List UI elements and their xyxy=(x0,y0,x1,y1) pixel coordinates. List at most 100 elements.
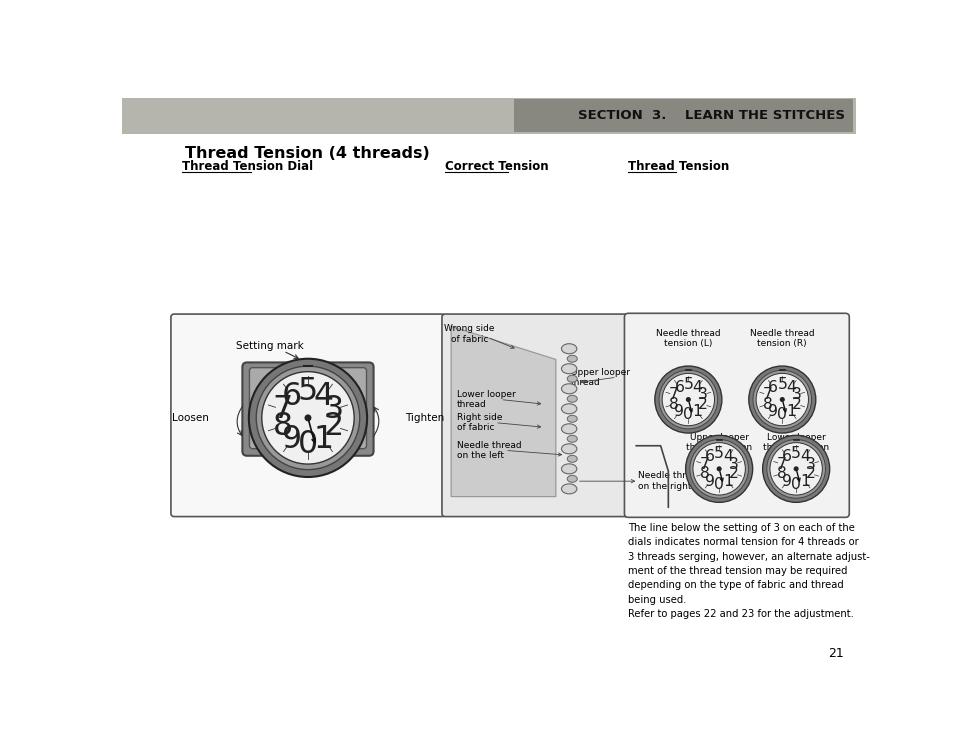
Ellipse shape xyxy=(567,416,577,422)
Text: Loosen: Loosen xyxy=(172,413,209,423)
Text: 2: 2 xyxy=(728,466,738,481)
Text: 3: 3 xyxy=(323,394,343,425)
Text: 5: 5 xyxy=(790,446,801,461)
Text: 3: 3 xyxy=(791,387,801,402)
Circle shape xyxy=(761,435,829,502)
Ellipse shape xyxy=(567,356,577,362)
Text: 7: 7 xyxy=(699,457,709,472)
Circle shape xyxy=(305,415,311,421)
Text: 0: 0 xyxy=(682,407,693,422)
Polygon shape xyxy=(451,326,556,496)
Text: 9: 9 xyxy=(282,424,302,455)
Ellipse shape xyxy=(561,444,577,454)
Bar xyxy=(122,98,856,134)
Text: 4: 4 xyxy=(692,380,701,394)
Text: Tighten: Tighten xyxy=(405,413,444,423)
Text: 0: 0 xyxy=(790,476,801,491)
Text: 7: 7 xyxy=(668,387,679,402)
Text: 8: 8 xyxy=(776,466,786,481)
Circle shape xyxy=(686,398,689,401)
Circle shape xyxy=(685,435,752,502)
Text: The line below the setting of 3 on each of the
dials indicates normal tension fo: The line below the setting of 3 on each … xyxy=(628,523,869,620)
Text: Upper looper
thread: Upper looper thread xyxy=(570,368,629,387)
Text: 7: 7 xyxy=(776,457,786,472)
FancyBboxPatch shape xyxy=(242,362,374,456)
Circle shape xyxy=(717,467,720,471)
Text: 0: 0 xyxy=(777,407,786,422)
Text: Wrong side
of fabric: Wrong side of fabric xyxy=(444,325,495,344)
Text: 1: 1 xyxy=(800,473,809,488)
Text: Lower looper
thread tension: Lower looper thread tension xyxy=(762,433,828,452)
Circle shape xyxy=(769,442,821,495)
Text: 6: 6 xyxy=(767,380,778,394)
Ellipse shape xyxy=(561,464,577,474)
Text: 2: 2 xyxy=(323,411,343,442)
Text: 0: 0 xyxy=(297,429,317,460)
Text: 2: 2 xyxy=(804,466,815,481)
Text: 6: 6 xyxy=(674,380,683,394)
Text: 4: 4 xyxy=(314,381,334,412)
FancyBboxPatch shape xyxy=(441,314,639,517)
Bar xyxy=(514,99,852,132)
Ellipse shape xyxy=(567,435,577,442)
Text: 21: 21 xyxy=(827,647,843,660)
Ellipse shape xyxy=(567,375,577,382)
Circle shape xyxy=(249,358,367,477)
Circle shape xyxy=(794,467,797,471)
Text: 6: 6 xyxy=(781,449,791,464)
Text: 3: 3 xyxy=(698,387,707,402)
Circle shape xyxy=(692,442,744,495)
Text: 1: 1 xyxy=(722,473,732,488)
Text: SECTION  3.    LEARN THE STITCHES: SECTION 3. LEARN THE STITCHES xyxy=(578,109,844,122)
Text: 2: 2 xyxy=(791,397,801,412)
Text: 1: 1 xyxy=(785,404,796,419)
Text: Correct Tension: Correct Tension xyxy=(444,160,548,173)
Ellipse shape xyxy=(561,404,577,414)
Circle shape xyxy=(256,366,359,470)
FancyBboxPatch shape xyxy=(624,314,848,518)
Text: 8: 8 xyxy=(668,397,679,412)
Ellipse shape xyxy=(567,455,577,462)
Text: 4: 4 xyxy=(800,449,809,464)
Text: 9: 9 xyxy=(781,473,791,488)
Text: 8: 8 xyxy=(273,411,293,442)
Text: Setting mark: Setting mark xyxy=(235,341,303,352)
Text: 5: 5 xyxy=(714,446,723,461)
Text: 9: 9 xyxy=(704,473,715,488)
Text: 7: 7 xyxy=(762,387,772,402)
Text: Thread Tension (4 threads): Thread Tension (4 threads) xyxy=(185,146,429,160)
Ellipse shape xyxy=(561,344,577,354)
Ellipse shape xyxy=(561,484,577,494)
Circle shape xyxy=(780,398,783,401)
Circle shape xyxy=(756,374,807,426)
Ellipse shape xyxy=(567,395,577,402)
Text: Right side
of fabric: Right side of fabric xyxy=(456,413,501,432)
Text: Lower looper
thread: Lower looper thread xyxy=(456,390,515,410)
Text: Needle thread
tension (L): Needle thread tension (L) xyxy=(656,328,720,348)
Ellipse shape xyxy=(567,476,577,482)
Text: 1: 1 xyxy=(314,424,334,455)
Circle shape xyxy=(261,372,354,464)
Text: 6: 6 xyxy=(704,449,715,464)
Text: 8: 8 xyxy=(762,397,772,412)
Text: Needle thread
tension (R): Needle thread tension (R) xyxy=(749,328,814,348)
Text: Upper looper
thread tension: Upper looper thread tension xyxy=(685,433,751,452)
Text: 4: 4 xyxy=(722,449,732,464)
Text: 9: 9 xyxy=(767,404,778,419)
Text: 5: 5 xyxy=(297,376,317,406)
Text: 5: 5 xyxy=(777,376,786,392)
Text: Needle thread
on the right: Needle thread on the right xyxy=(638,472,702,490)
Circle shape xyxy=(654,366,721,433)
Text: 8: 8 xyxy=(700,466,709,481)
Text: 4: 4 xyxy=(785,380,796,394)
Text: 1: 1 xyxy=(692,404,701,419)
Text: 2: 2 xyxy=(697,397,707,412)
Circle shape xyxy=(752,370,811,429)
Text: 3: 3 xyxy=(805,457,815,472)
FancyBboxPatch shape xyxy=(249,368,366,448)
Text: Needle thread
on the left: Needle thread on the left xyxy=(456,441,520,460)
Circle shape xyxy=(659,370,717,429)
Text: 5: 5 xyxy=(682,376,693,392)
Circle shape xyxy=(766,440,824,498)
Ellipse shape xyxy=(561,364,577,374)
